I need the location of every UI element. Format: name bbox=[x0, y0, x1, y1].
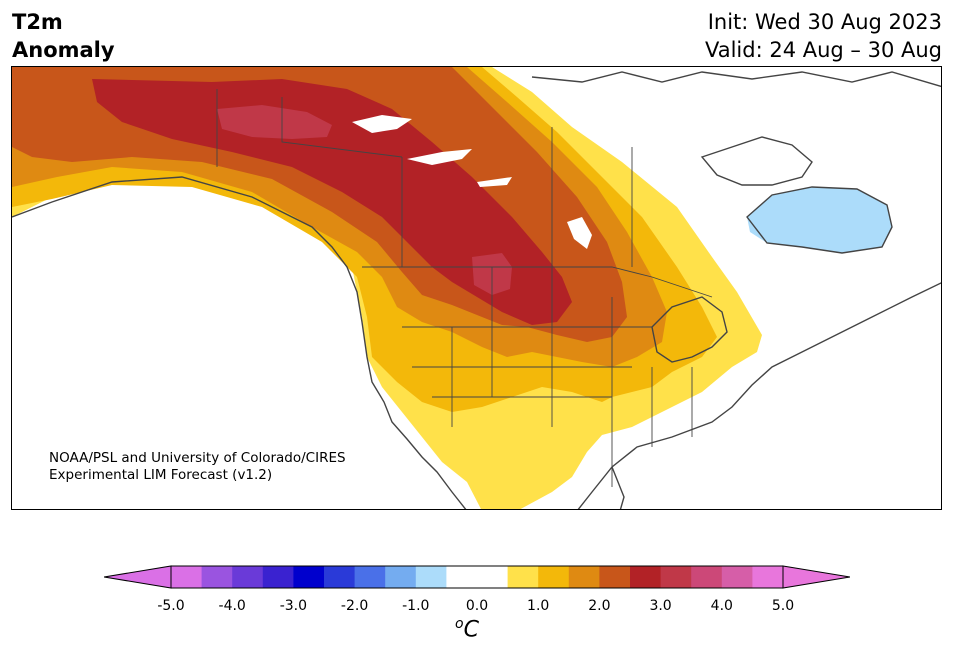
colorbar-tick-label: -1.0 bbox=[402, 598, 430, 614]
colorbar-segment bbox=[599, 566, 631, 588]
colorbar-segment bbox=[354, 566, 386, 588]
colorbar-segment bbox=[752, 566, 784, 588]
anomaly-region-3.0-north bbox=[217, 105, 332, 139]
lakes bbox=[352, 115, 592, 249]
colorbar-tick-label: -2.0 bbox=[340, 598, 369, 614]
colorbar-segment bbox=[630, 566, 662, 588]
colorbar bbox=[104, 565, 850, 589]
colorbar-tick-label: 4.0 bbox=[710, 598, 733, 614]
credit-text: NOAA/PSL and University of Colorado/CIRE… bbox=[49, 450, 346, 484]
colorbar-segment bbox=[568, 566, 600, 588]
colorbar-tick-label: 0.0 bbox=[465, 598, 489, 614]
unit-label: oC bbox=[455, 616, 479, 642]
colorbar-segment bbox=[507, 566, 539, 588]
colorbar-segment bbox=[691, 566, 723, 588]
colorbar-segment bbox=[324, 566, 356, 588]
colorbar-frame bbox=[170, 565, 784, 589]
political-borders bbox=[216, 89, 713, 487]
colorbar-segment bbox=[721, 566, 753, 588]
credit-line-2: Experimental LIM Forecast (v1.2) bbox=[49, 467, 273, 483]
colorbar-tick-label: 1.0 bbox=[527, 598, 550, 614]
colorbar-segment bbox=[477, 566, 509, 588]
anomaly-region-2.5 bbox=[92, 79, 572, 325]
map-title: T2m Anomaly bbox=[12, 8, 115, 64]
colorbar-tick-label: -5.0 bbox=[157, 598, 185, 614]
colorbar-tick-label: -4.0 bbox=[218, 598, 246, 614]
colorbar-segment bbox=[446, 566, 478, 588]
init-date: Init: Wed 30 Aug 2023 bbox=[707, 10, 942, 34]
colorbar-segment bbox=[171, 566, 203, 588]
date-info: Init: Wed 30 Aug 2023 Valid: 24 Aug – 30… bbox=[705, 8, 942, 64]
credit-line-1: NOAA/PSL and University of Colorado/CIRE… bbox=[49, 450, 346, 466]
map-panel bbox=[11, 66, 942, 510]
coastlines bbox=[12, 71, 941, 509]
valid-range: Valid: 24 Aug – 30 Aug bbox=[704, 38, 942, 62]
unit-celsius: C bbox=[463, 617, 479, 643]
colorbar-segment bbox=[232, 566, 264, 588]
title-variable: T2m bbox=[12, 10, 63, 34]
colorbar-segment bbox=[293, 566, 325, 588]
colorbar-segment bbox=[415, 566, 447, 588]
colorbar-segment bbox=[201, 566, 233, 588]
colorbar-tick-label: 3.0 bbox=[649, 598, 672, 614]
unit-degree: o bbox=[455, 616, 464, 632]
anomaly-region-negative bbox=[747, 187, 892, 253]
colorbar-tick-label: 2.0 bbox=[588, 598, 611, 614]
colorbar-segment bbox=[538, 566, 570, 588]
colorbar-segment bbox=[660, 566, 692, 588]
colorbar-under-arrow bbox=[104, 565, 172, 589]
colorbar-over-arrow bbox=[782, 565, 850, 589]
colorbar-tick-label: -3.0 bbox=[279, 598, 308, 614]
colorbar-segment bbox=[262, 566, 294, 588]
colorbar-segment bbox=[385, 566, 417, 588]
anomaly-map bbox=[12, 67, 941, 509]
title-subtitle: Anomaly bbox=[12, 38, 115, 62]
colorbar-tick-label: 5.0 bbox=[771, 598, 795, 614]
